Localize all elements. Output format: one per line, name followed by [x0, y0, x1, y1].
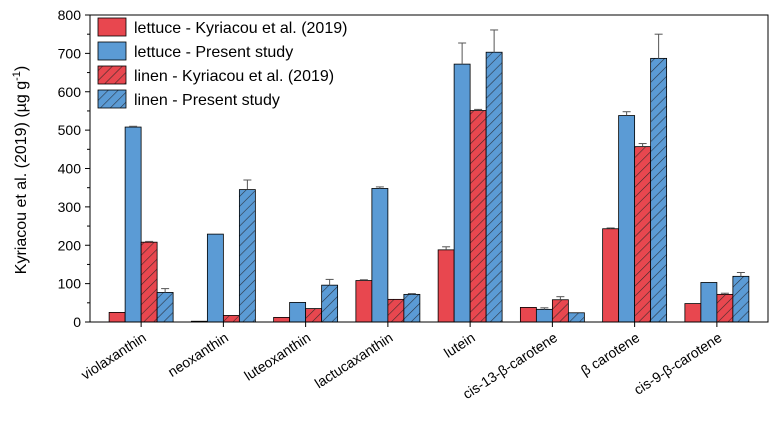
- bar: [387, 298, 405, 323]
- bar: [453, 63, 471, 323]
- y-axis-title: Kyriacou et al. (2019) (µg g-1): [11, 66, 30, 274]
- bar: [305, 308, 323, 323]
- bar: [650, 57, 668, 323]
- bar: [108, 312, 126, 323]
- legend-swatch: [97, 41, 127, 61]
- bar: [403, 293, 421, 323]
- bar: [140, 241, 158, 323]
- y-tick-label: 0: [73, 314, 81, 330]
- legend-label: linen - Present study: [134, 92, 280, 109]
- x-category-label: luteoxanthin: [241, 329, 313, 384]
- bar: [355, 280, 373, 323]
- bar: [519, 307, 537, 323]
- bar: [238, 189, 256, 323]
- bar: [321, 284, 339, 323]
- legend: lettuce - Kyriacou et al. (2019) lettuce …: [97, 17, 347, 109]
- y-tick-label: 700: [58, 45, 82, 61]
- legend-swatch: [97, 65, 127, 85]
- bar: [485, 51, 503, 323]
- x-category-label: cis-9-β-carotene: [631, 329, 725, 398]
- bar: [634, 146, 652, 323]
- bar: [700, 282, 718, 323]
- bar: [618, 115, 636, 323]
- bar: [289, 302, 307, 323]
- bar: [535, 308, 553, 323]
- y-tick-label: 600: [58, 84, 82, 100]
- bar: [437, 249, 455, 323]
- bar: [156, 292, 174, 323]
- bar: [371, 188, 389, 323]
- x-category-label: β carotene: [578, 329, 643, 379]
- bar: [273, 316, 291, 323]
- bar: [222, 315, 240, 323]
- bar: [551, 299, 569, 323]
- x-category-label: lutein: [441, 329, 478, 361]
- bar: [716, 293, 734, 323]
- y-tick-label: 300: [58, 199, 82, 215]
- bar: [567, 312, 585, 323]
- y-tick-label: 500: [58, 122, 82, 138]
- legend-label: linen - Kyriacou et al. (2019): [134, 68, 334, 85]
- x-category-label: violaxanthin: [78, 329, 149, 383]
- bar: [124, 126, 142, 323]
- bar: [206, 233, 224, 323]
- y-tick-label: 800: [58, 7, 82, 23]
- y-tick-label: 100: [58, 276, 82, 292]
- bar: [684, 303, 702, 323]
- bar: [732, 275, 750, 323]
- legend-swatch: [97, 89, 127, 109]
- legend-label: lettuce - Present study: [134, 44, 293, 61]
- x-category-label: lactucaxanthin: [312, 329, 396, 391]
- bar: [469, 110, 487, 323]
- x-category-label: neoxanthin: [165, 329, 231, 380]
- legend-label: lettuce - Kyriacou et al. (2019): [134, 20, 347, 37]
- bar: [602, 228, 620, 323]
- y-tick-label: 200: [58, 237, 82, 253]
- legend-swatch: [97, 17, 127, 37]
- y-tick-label: 400: [58, 161, 82, 177]
